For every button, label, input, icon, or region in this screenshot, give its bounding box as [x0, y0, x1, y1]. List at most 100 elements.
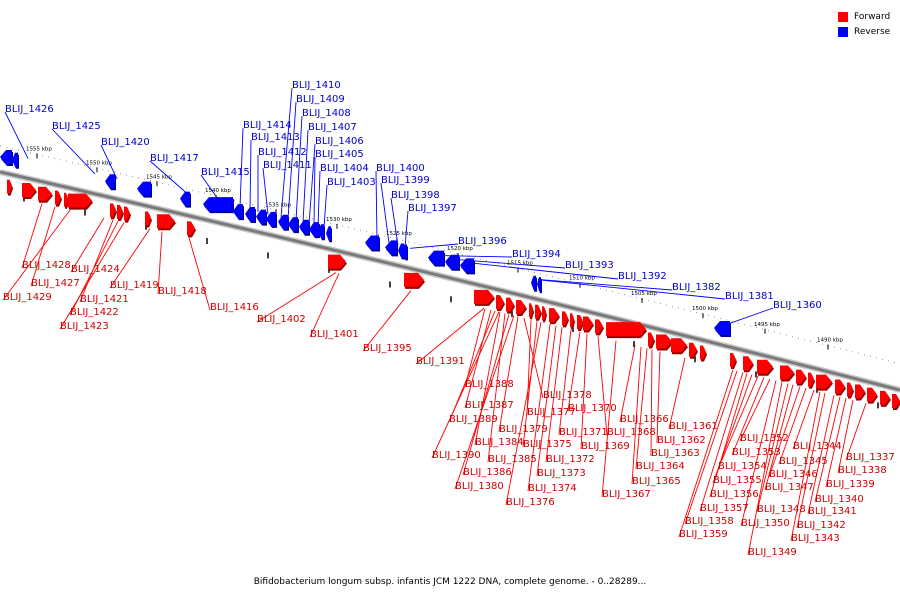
label-leader — [431, 311, 500, 459]
forward-gene — [549, 308, 559, 323]
gene-label: BLIJ_1367 — [602, 489, 651, 500]
label-leader — [4, 111, 29, 159]
label-leader — [537, 278, 673, 291]
label-leader — [790, 391, 821, 542]
forward-gene — [404, 272, 424, 287]
scale-tick-label: 1555 kbp — [26, 146, 52, 152]
gene-label: BLIJ_1394 — [512, 249, 561, 260]
forward-gene — [562, 311, 568, 326]
reverse-gene — [299, 219, 309, 234]
label-leader — [100, 144, 118, 180]
gene-label: BLIJ_1339 — [826, 479, 875, 490]
scale-tick-label: 1550 kbp — [86, 160, 112, 166]
forward-gene — [496, 295, 504, 310]
gene-label: BLIJ_1340 — [815, 494, 864, 505]
forward-gene — [7, 179, 12, 194]
label-leader — [668, 357, 686, 430]
gene-label: BLIJ_1359 — [679, 529, 728, 540]
label-leader — [527, 324, 551, 492]
gene-label: BLIJ_1338 — [838, 465, 887, 476]
gene-label: BLIJ_1350 — [741, 518, 790, 529]
label-leader — [739, 378, 771, 442]
gene-label: BLIJ_1409 — [296, 94, 345, 105]
gene-label: BLIJ_1337 — [846, 452, 895, 463]
label-leader — [619, 345, 636, 423]
gene-label: BLIJ_1392 — [618, 271, 667, 282]
gene-label: BLIJ_1378 — [543, 390, 592, 401]
gene-label: BLIJ_1429 — [3, 292, 52, 303]
gene-label: BLIJ_1425 — [52, 121, 101, 132]
scale-tick-label: 1500 kbp — [692, 306, 718, 312]
gene-label: BLIJ_1408 — [302, 108, 351, 119]
gene-label: BLIJ_1344 — [793, 441, 842, 452]
scale-tick-label: 1510 kbp — [569, 276, 595, 282]
forward-gene — [847, 382, 853, 397]
reverse-gene — [309, 222, 319, 237]
label-leader — [308, 143, 316, 225]
label-leader — [309, 273, 340, 338]
gene-label: BLIJ_1379 — [499, 424, 548, 435]
reverse-swatch — [838, 26, 848, 37]
label-leader — [778, 387, 807, 465]
gene-label: BLIJ_1411 — [263, 160, 312, 171]
label-leader — [256, 272, 337, 323]
gene-label: BLIJ_1398 — [391, 190, 440, 201]
label-leader — [792, 389, 815, 450]
forward-swatch — [838, 11, 848, 22]
forward-gene — [757, 359, 773, 374]
legend-forward-label: Forward — [854, 11, 891, 22]
gene-label: BLIJ_1407 — [308, 122, 357, 133]
forward-gene — [110, 203, 116, 218]
gene-label: BLIJ_1389 — [449, 414, 498, 425]
forward-gene — [516, 300, 526, 315]
label-leader — [498, 316, 519, 433]
label-leader — [656, 351, 661, 444]
scale-tick-label: 1535 kbp — [265, 202, 291, 208]
label-leader — [699, 372, 744, 512]
forward-gene — [55, 190, 61, 205]
gene-label: BLIJ_1387 — [465, 400, 514, 411]
label-leader — [764, 384, 794, 491]
label-leader — [149, 160, 191, 197]
reverse-gene — [288, 217, 298, 232]
scale-tick-label: 1530 kbp — [326, 217, 352, 223]
label-leader — [522, 321, 538, 448]
label-leader — [157, 231, 163, 295]
forward-gene — [700, 345, 706, 360]
label-leader — [439, 255, 513, 258]
scale-tick-label: 1540 kbp — [205, 188, 231, 194]
gene-label: BLIJ_1342 — [797, 520, 846, 531]
reverse-gene — [0, 150, 12, 164]
gene-label: BLIJ_1361 — [669, 421, 718, 432]
gene-label: BLIJ_1366 — [620, 414, 669, 425]
forward-gene — [328, 254, 346, 269]
reverse-gene — [365, 235, 379, 250]
gene-label: BLIJ_1388 — [465, 379, 514, 390]
gene-label: BLIJ_1417 — [150, 153, 199, 164]
gene-label: BLIJ_1400 — [376, 163, 425, 174]
label-leader — [51, 128, 96, 175]
gene-label: BLIJ_1419 — [110, 280, 159, 291]
label-leader — [796, 392, 826, 529]
reverse-gene — [180, 191, 190, 206]
label-leader — [731, 377, 765, 456]
label-leader — [536, 325, 557, 477]
label-leaders — [2, 87, 867, 556]
forward-gene — [671, 338, 687, 353]
forward-gene — [187, 221, 195, 236]
label-leader — [523, 317, 544, 399]
label-leader — [845, 403, 867, 461]
forward-gene — [474, 289, 494, 304]
reverse-gene — [460, 258, 474, 273]
forward-gene — [855, 384, 865, 399]
gene-label: BLIJ_1363 — [651, 448, 700, 459]
label-leader — [295, 115, 303, 222]
gene-label: BLIJ_1377 — [527, 407, 576, 418]
genome-backbone — [0, 169, 900, 393]
gene-label: BLIJ_1347 — [765, 482, 814, 493]
label-leader — [825, 398, 847, 488]
gene-label: BLIJ_1423 — [60, 321, 109, 332]
forward-gene — [816, 374, 832, 389]
gene-label: BLIJ_1420 — [101, 137, 150, 148]
